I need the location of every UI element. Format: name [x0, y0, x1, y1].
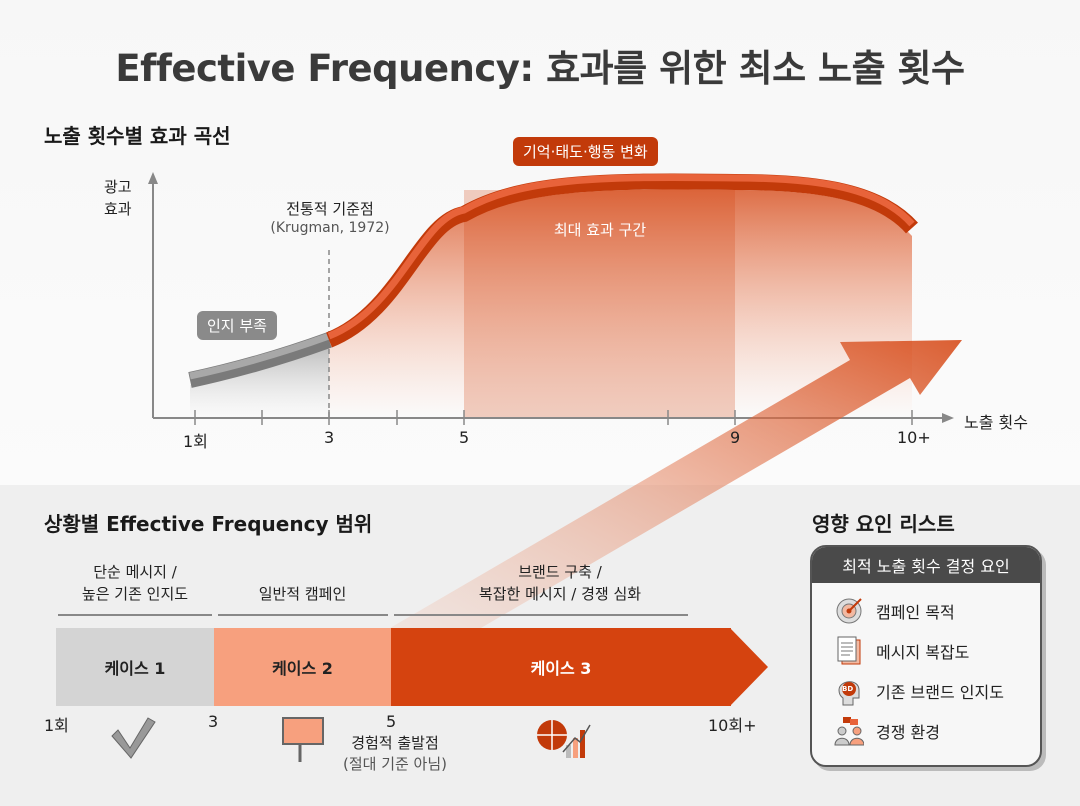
- case2-bar: 케이스 2: [214, 628, 391, 706]
- y-label-line2: 효과: [104, 200, 132, 218]
- peak-zone: [464, 190, 735, 418]
- scale-3: 3: [208, 712, 219, 731]
- traditional-point-label: 전통적 기준점: [286, 200, 374, 218]
- low-awareness-badge: 인지 부족: [197, 311, 277, 340]
- traditional-point-source: (Krugman, 1972): [270, 220, 390, 236]
- case2-description: 일반적 캠페인: [258, 585, 347, 603]
- factor-item: 경쟁 환경: [812, 711, 1040, 751]
- x-axis-arrow: [942, 413, 954, 423]
- scale-5: 5: [386, 712, 397, 731]
- scale-10plus: 10회+: [708, 716, 757, 735]
- factor-label: 기존 브랜드 인지도: [876, 683, 1004, 702]
- curve-high-highlight: [327, 173, 915, 340]
- case3-desc-line2: 복잡한 메시지 / 경쟁 심화: [478, 585, 642, 603]
- gray-area: [190, 348, 329, 418]
- orange-area: [329, 189, 912, 418]
- factor-item: 캠페인 목적: [812, 591, 1040, 631]
- factor-label: 메시지 복잡도: [876, 643, 970, 662]
- y-axis-label: 광고 효과: [104, 176, 132, 220]
- factors-panel-title: 최적 노출 횟수 결정 요인: [812, 547, 1040, 583]
- behavior-change-badge: 기억·태도·행동 변화: [513, 137, 658, 166]
- factor-item: BD 기존 브랜드 인지도: [812, 671, 1040, 711]
- y-axis-arrow: [148, 172, 158, 184]
- x-tick-9: 9: [730, 428, 741, 447]
- x-tick-1: 1회: [183, 432, 208, 451]
- curve-low: [188, 332, 332, 388]
- case1-bar: 케이스 1: [56, 628, 214, 706]
- globe-growth-chart-icon: [537, 720, 591, 758]
- checkmark-icon: [111, 717, 156, 759]
- case3-description: 브랜드 구축 / 복잡한 메시지 / 경쟁 심화: [430, 561, 690, 605]
- scale-1: 1회: [44, 716, 69, 735]
- x-tick-3: 3: [324, 428, 335, 447]
- case1-description: 단순 메시지 / 높은 기존 인지도: [40, 561, 230, 605]
- curve-low-highlight: [189, 332, 331, 380]
- case3-bar: 케이스 3: [391, 628, 731, 706]
- case3-desc-line1: 브랜드 구축 /: [518, 563, 602, 581]
- target-icon: [834, 596, 864, 626]
- document-icon: [834, 636, 864, 666]
- case3-arrowhead: [730, 628, 768, 706]
- curve-heading: 노출 횟수별 효과 곡선: [44, 124, 231, 148]
- head-brand-icon: BD: [834, 676, 864, 706]
- people-chat-icon: [834, 716, 864, 746]
- x-tick-10plus: 10+: [897, 428, 931, 447]
- case1-desc-line2: 높은 기존 인지도: [81, 585, 189, 603]
- start-point-note: (절대 기준 아님): [342, 755, 448, 773]
- peak-zone-label: 최대 효과 구간: [553, 221, 647, 239]
- factor-label: 경쟁 환경: [876, 723, 940, 742]
- range-heading: 상황별 Effective Frequency 범위: [44, 512, 373, 536]
- billboard-icon: [282, 717, 324, 762]
- factor-label: 캠페인 목적: [876, 603, 955, 622]
- page-title: Effective Frequency: 효과를 위한 최소 노출 횟수: [115, 47, 965, 90]
- y-label-line1: 광고: [104, 178, 132, 196]
- factors-panel: 최적 노출 횟수 결정 요인 캠페인 목적 메시지 복잡도 BD 기존 브랜드 …: [810, 545, 1042, 767]
- x-tick-5: 5: [459, 428, 470, 447]
- factors-heading: 영향 요인 리스트: [812, 512, 955, 536]
- case1-desc-line1: 단순 메시지 /: [93, 563, 177, 581]
- x-axis-label: 노출 횟수: [964, 413, 1028, 432]
- factor-item: 메시지 복잡도: [812, 631, 1040, 671]
- start-point-label: 경험적 출발점: [351, 734, 439, 752]
- brand-icon-text: BD: [842, 685, 854, 693]
- growth-arrow: [390, 340, 962, 646]
